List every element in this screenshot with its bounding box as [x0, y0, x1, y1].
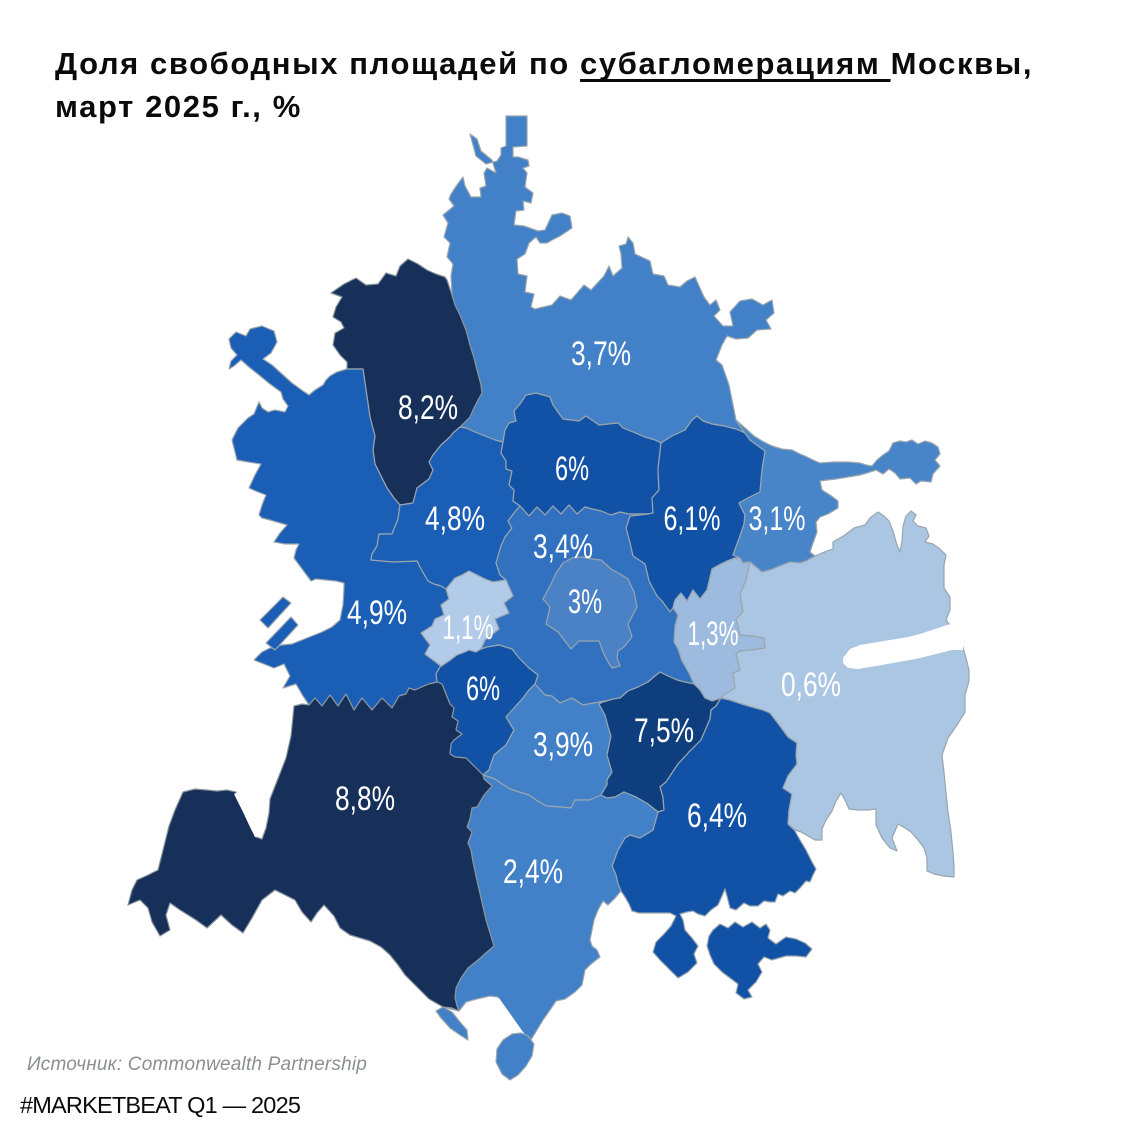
- svg-text:4,9%: 4,9%: [347, 594, 407, 632]
- svg-text:8,2%: 8,2%: [398, 389, 458, 427]
- svg-text:6,4%: 6,4%: [687, 797, 747, 835]
- svg-text:3,9%: 3,9%: [533, 726, 593, 764]
- svg-text:3,1%: 3,1%: [749, 500, 806, 538]
- svg-text:3,4%: 3,4%: [533, 528, 593, 566]
- svg-text:6%: 6%: [555, 450, 589, 488]
- svg-text:2,4%: 2,4%: [503, 853, 563, 891]
- svg-text:8,8%: 8,8%: [335, 780, 395, 818]
- svg-text:6,1%: 6,1%: [664, 500, 721, 538]
- svg-text:6%: 6%: [466, 670, 500, 708]
- svg-text:1,3%: 1,3%: [688, 615, 739, 653]
- svg-text:3%: 3%: [568, 583, 602, 621]
- svg-text:3,7%: 3,7%: [571, 335, 631, 373]
- svg-text:4,8%: 4,8%: [425, 500, 485, 538]
- svg-text:1,1%: 1,1%: [443, 609, 494, 647]
- svg-text:7,5%: 7,5%: [634, 712, 694, 750]
- svg-text:0,6%: 0,6%: [781, 666, 841, 704]
